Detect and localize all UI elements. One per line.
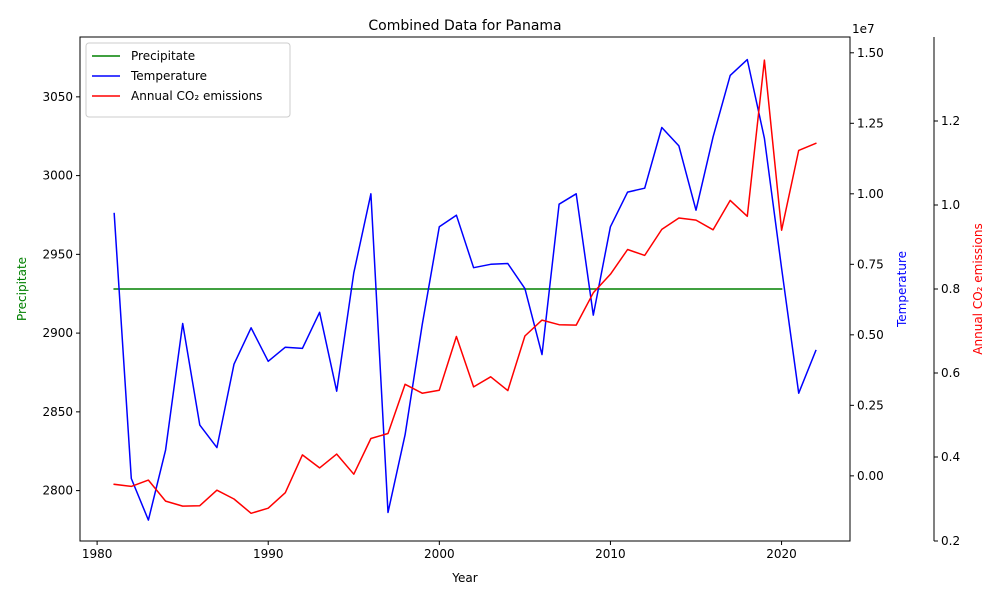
left-tick-label: 3000 xyxy=(42,169,73,183)
left-tick-label: 2900 xyxy=(42,326,73,340)
plot-frame xyxy=(79,36,851,542)
right2-tick-label: 1.0 xyxy=(941,198,960,212)
left-tick-label: 2850 xyxy=(42,405,73,419)
legend-label: Precipitate xyxy=(131,49,195,63)
right1-tick-label: 1.25 xyxy=(857,116,884,130)
right2-tick-label: 0.4 xyxy=(941,450,960,464)
right2-tick-label: 0.8 xyxy=(941,282,960,296)
right1-tick-label: 0.75 xyxy=(857,257,884,271)
legend-label: Temperature xyxy=(130,69,207,83)
legend: Precipitate Temperature Annual CO₂ emissio… xyxy=(85,42,291,118)
right2-tick-label: 0.6 xyxy=(941,366,960,380)
right1-tick-label: 0.25 xyxy=(857,398,884,412)
chart-title: Combined Data for Panama xyxy=(368,18,561,34)
x-tick-label: 2020 xyxy=(766,547,797,561)
x-tick-label: 2010 xyxy=(595,547,626,561)
x-tick-label: 1990 xyxy=(253,547,284,561)
legend-label: Annual CO₂ emissions xyxy=(131,89,262,103)
x-tick-label: 1980 xyxy=(82,547,113,561)
left-axis: 2800 2850 2900 2950 3000 3050 xyxy=(42,90,80,498)
right1-axis-offset: 1e7 xyxy=(852,22,875,36)
right2-tick-label: 1.2 xyxy=(941,114,960,128)
right1-tick-label: 0.00 xyxy=(857,469,884,483)
right2-axis-label: Annual CO₂ emissions xyxy=(971,223,985,354)
series-line-right1 xyxy=(113,58,817,521)
right1-axis-label: Temperature xyxy=(895,251,909,328)
right2-axis: 0.2 0.4 0.6 0.8 1.0 1.2 xyxy=(934,114,960,548)
left-axis-label: Precipitate xyxy=(15,257,29,321)
right1-tick-label: 1.00 xyxy=(857,187,884,201)
right1-axis: 0.00 0.25 0.50 0.75 1.00 1.25 1.50 xyxy=(850,46,884,483)
right1-tick-label: 1.50 xyxy=(857,46,884,60)
x-tick-label: 2000 xyxy=(424,547,455,561)
right2-tick-label: 0.2 xyxy=(941,534,960,548)
x-axis-label: Year xyxy=(451,571,477,585)
right1-tick-label: 0.50 xyxy=(857,328,884,342)
legend-box xyxy=(85,42,291,118)
left-tick-label: 2800 xyxy=(42,484,73,498)
left-tick-label: 3050 xyxy=(42,90,73,104)
left-tick-label: 2950 xyxy=(42,247,73,261)
plot-area xyxy=(113,58,817,521)
series-line-right2 xyxy=(113,59,817,515)
x-axis: 1980 1990 2000 2010 2020 xyxy=(82,541,797,561)
